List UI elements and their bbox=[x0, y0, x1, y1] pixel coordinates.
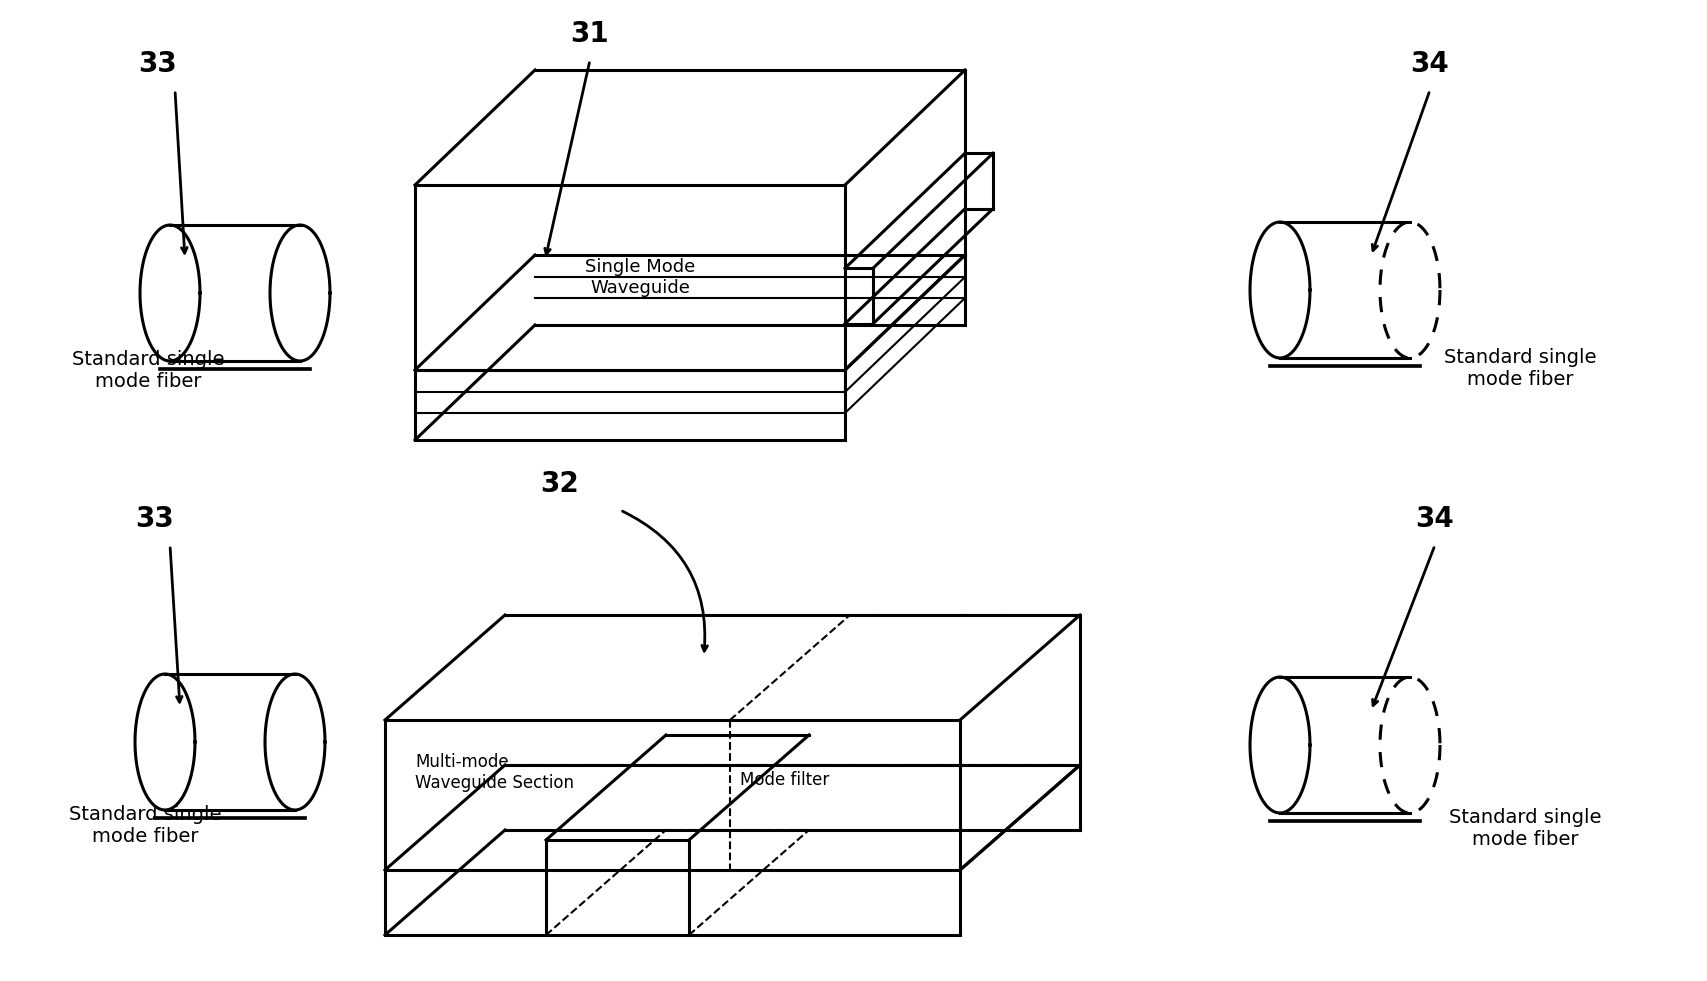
Text: 34: 34 bbox=[1410, 50, 1449, 78]
Text: 33: 33 bbox=[138, 50, 178, 78]
Text: Standard single
mode fiber: Standard single mode fiber bbox=[72, 350, 224, 391]
Text: Standard single
mode fiber: Standard single mode fiber bbox=[1448, 808, 1601, 849]
Text: Standard single
mode fiber: Standard single mode fiber bbox=[1442, 348, 1596, 389]
Text: 34: 34 bbox=[1415, 505, 1454, 533]
Text: 31: 31 bbox=[570, 20, 609, 48]
Text: 32: 32 bbox=[541, 470, 579, 498]
Text: Standard single
mode fiber: Standard single mode fiber bbox=[68, 805, 222, 846]
Text: 33: 33 bbox=[135, 505, 174, 533]
Text: Mode filter: Mode filter bbox=[739, 771, 830, 789]
Text: Multi-mode
Waveguide Section: Multi-mode Waveguide Section bbox=[415, 753, 574, 792]
Text: Single Mode
Waveguide: Single Mode Waveguide bbox=[584, 258, 695, 297]
